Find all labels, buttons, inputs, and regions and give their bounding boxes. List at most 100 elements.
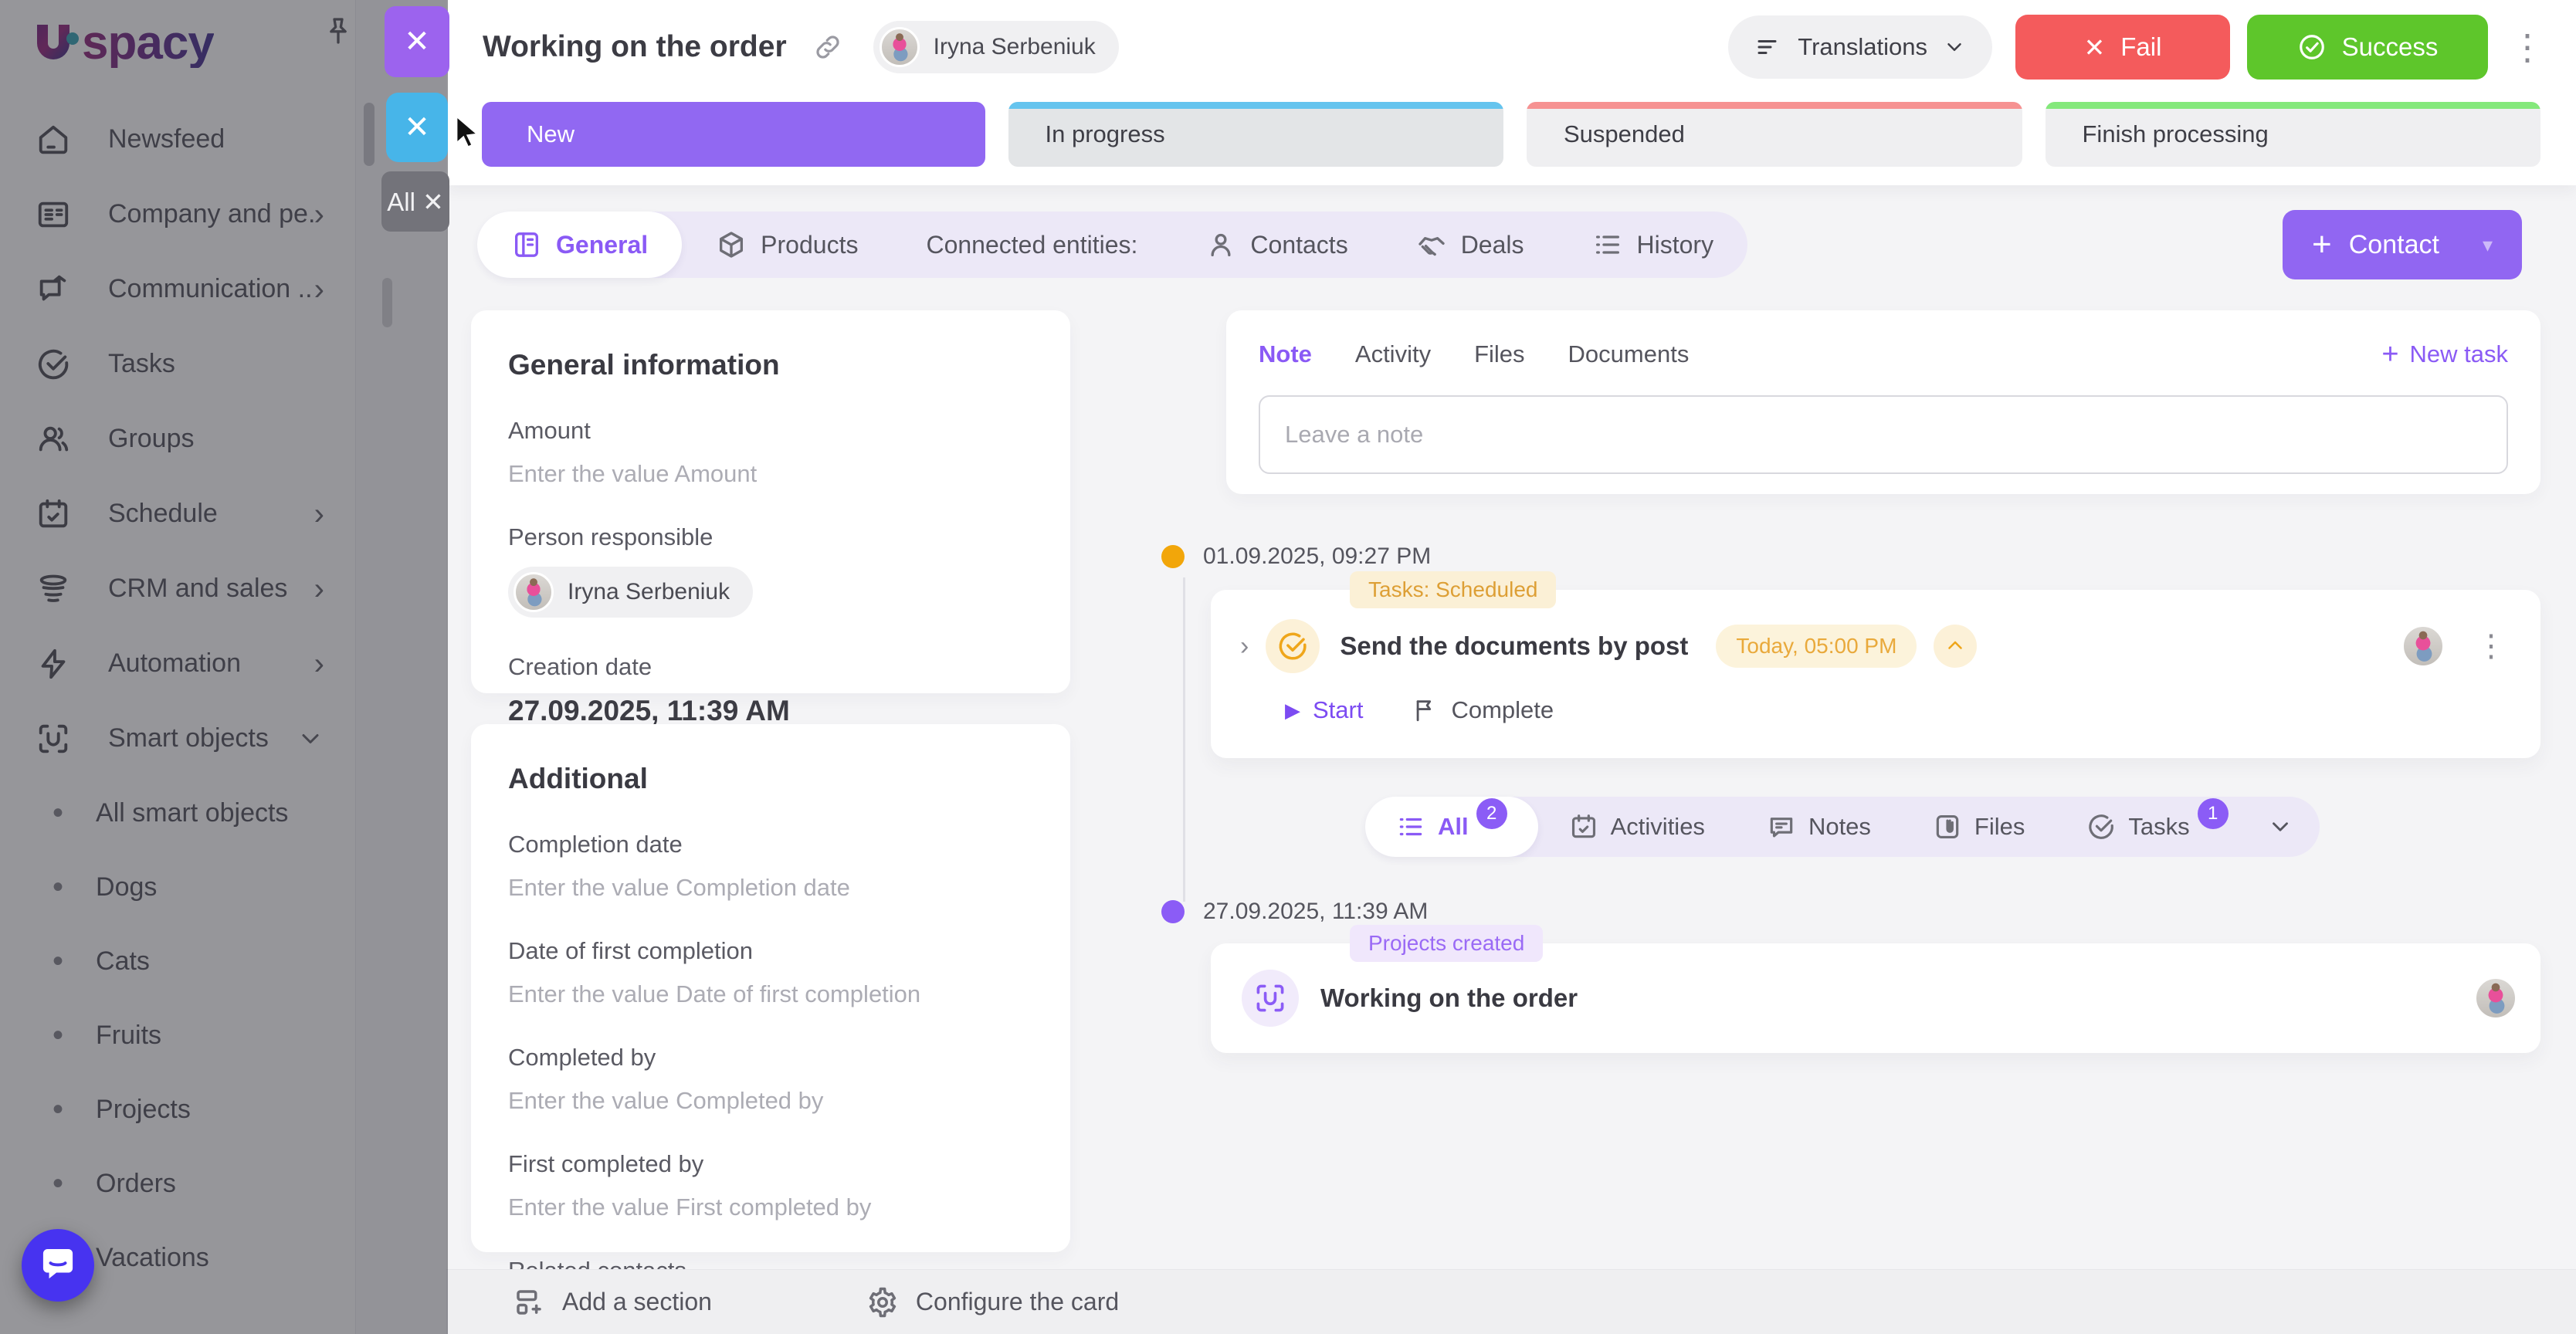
tab-connected-entities[interactable]: Connected entities: [892, 212, 1171, 278]
stage-suspended[interactable]: Suspended [1527, 102, 2022, 167]
success-button[interactable]: Success [2247, 15, 2488, 80]
sidebar-item-orders[interactable]: • Orders [0, 1146, 355, 1221]
filter-files[interactable]: Files [1902, 797, 2056, 857]
assignee-chip[interactable]: Iryna Serbeniuk [873, 21, 1119, 73]
avatar [2474, 977, 2517, 1020]
project-created-card: Projects created Working on the order [1211, 925, 2540, 1053]
uspacy-logo[interactable]: spacy [34, 19, 215, 68]
section-title: General information [508, 349, 780, 381]
tab-documents[interactable]: Documents [1568, 340, 1690, 367]
collapse-chevron-up-icon[interactable] [1934, 625, 1978, 668]
general-information-card: General information Amount Enter the val… [471, 310, 1070, 726]
note-composer-card: Note Activity Files Documents + New task [1226, 310, 2540, 494]
task-timeline-card: Tasks: Scheduled › Send the documents by… [1211, 571, 2540, 758]
tab-note[interactable]: Note [1259, 340, 1312, 367]
timeline-filter-bar: All 2 Activities Notes Files Tasks 1 [1365, 797, 2320, 857]
task-title[interactable]: Send the documents by post [1340, 631, 1689, 660]
all-chip-label: All ✕ [387, 187, 444, 216]
tab-general[interactable]: General [477, 212, 683, 278]
person-responsible-chip[interactable]: Iryna Serbeniuk [508, 567, 754, 618]
translations-label: Translations [1798, 33, 1927, 60]
avatar [514, 572, 554, 612]
sidebar-item-schedule[interactable]: Schedule › [0, 476, 355, 551]
complete-task-button[interactable]: Complete [1412, 696, 1554, 724]
sidebar-item-newsfeed[interactable]: Newsfeed [0, 102, 355, 177]
add-section-button[interactable]: Add a section [513, 1286, 712, 1319]
timeline-entry-header: 27.09.2025, 11:39 AM [1161, 899, 1428, 925]
stage-in-progress[interactable]: In progress [1008, 102, 1503, 167]
close-panel-button-blue[interactable]: ✕ [386, 93, 448, 162]
funnel-stack-icon [36, 571, 71, 607]
configure-card-label: Configure the card [915, 1288, 1120, 1315]
add-contact-button[interactable]: + Contact ▾ [2283, 210, 2522, 279]
tab-products[interactable]: Products [682, 212, 892, 278]
person-responsible-name: Iryna Serbeniuk [568, 579, 730, 604]
filter-all[interactable]: All 2 [1365, 797, 1538, 857]
amount-field[interactable]: Enter the value Amount [508, 460, 758, 487]
sidebar: spacy Newsfeed Company and pe... › Commu… [0, 0, 355, 1334]
sidebar-item-dogs[interactable]: • Dogs [0, 850, 355, 924]
sidebar-item-tasks[interactable]: Tasks [0, 327, 355, 401]
fail-button[interactable]: ✕ Fail [2015, 15, 2230, 80]
project-title[interactable]: Working on the order [1320, 984, 1578, 1012]
all-filter-chip[interactable]: All ✕ [381, 171, 449, 232]
copy-link-icon[interactable] [813, 32, 842, 62]
modal-footer: Add a section Configure the card [446, 1269, 2576, 1334]
translations-dropdown[interactable]: Translations [1728, 15, 1992, 79]
completion-date-field[interactable]: Enter the value Completion date [508, 874, 850, 901]
more-actions-kebab-icon[interactable]: ⋮ [2510, 27, 2545, 67]
start-task-button[interactable]: ▶ Start [1285, 696, 1363, 724]
modal-backdrop[interactable] [0, 0, 448, 1334]
filter-tasks[interactable]: Tasks 1 [2056, 797, 2259, 857]
configure-card-button[interactable]: Configure the card [866, 1286, 1119, 1319]
sidebar-item-all-smart-objects[interactable]: • All smart objects [0, 776, 355, 850]
filter-notes[interactable]: Notes [1736, 797, 1902, 857]
add-section-label: Add a section [562, 1288, 712, 1315]
sidebar-item-crm-and-sales[interactable]: CRM and sales › [0, 551, 355, 626]
filter-label: All [1438, 813, 1469, 840]
caret-down-icon: ▾ [2482, 232, 2493, 256]
stage-new[interactable]: New [482, 102, 985, 167]
success-label: Success [2341, 32, 2439, 61]
close-panel-button-purple[interactable]: ✕ [385, 6, 449, 77]
sidebar-item-fruits[interactable]: • Fruits [0, 998, 355, 1072]
close-icon: ✕ [404, 110, 430, 144]
background-scrollbar[interactable] [382, 278, 392, 327]
sidebar-item-communication[interactable]: Communication ... › [0, 252, 355, 327]
sidebar-item-company-and-people[interactable]: Company and pe... › [0, 177, 355, 252]
background-scrollbar[interactable] [364, 103, 375, 166]
tab-files[interactable]: Files [1474, 340, 1525, 367]
first-completed-by-field[interactable]: Enter the value First completed by [508, 1193, 872, 1221]
filter-activities[interactable]: Activities [1538, 797, 1736, 857]
field-label-completed-by: Completed by [508, 1044, 656, 1071]
support-chat-button[interactable] [22, 1229, 94, 1302]
tab-contacts[interactable]: Contacts [1171, 212, 1381, 278]
handshake-icon [1418, 237, 1445, 256]
badge-label: Tasks: Scheduled [1368, 577, 1538, 601]
sidebar-item-groups[interactable]: Groups [0, 401, 355, 476]
bullet-icon: • [53, 795, 64, 830]
tab-deals[interactable]: Deals [1382, 212, 1558, 278]
general-tab-icon [515, 232, 538, 257]
sidebar-item-cats[interactable]: • Cats [0, 924, 355, 998]
stage-finish-processing[interactable]: Finish processing [2045, 102, 2540, 167]
plus-icon: + [2312, 225, 2332, 263]
completed-by-field[interactable]: Enter the value Completed by [508, 1087, 824, 1114]
tab-activity[interactable]: Activity [1354, 340, 1432, 367]
filter-chevron-down-icon[interactable] [2259, 814, 2320, 840]
close-icon: ✕ [404, 25, 430, 59]
sidebar-item-projects[interactable]: • Projects [0, 1072, 355, 1146]
play-icon: ▶ [1285, 698, 1300, 722]
date-of-first-completion-field[interactable]: Enter the value Date of first completion [508, 980, 921, 1007]
task-kebab-icon[interactable]: ⋮ [2476, 629, 2507, 663]
sidebar-item-automation[interactable]: Automation › [0, 626, 355, 701]
note-input[interactable] [1259, 395, 2508, 474]
expand-chevron-icon[interactable]: › [1240, 631, 1249, 661]
sidebar-item-label: Projects [96, 1094, 191, 1124]
sidebar-item-smart-objects[interactable]: Smart objects [0, 701, 355, 776]
tab-history[interactable]: History [1558, 212, 1748, 278]
new-task-button[interactable]: + New task [2381, 340, 2508, 369]
pin-sidebar-icon[interactable] [323, 15, 354, 46]
task-check-icon[interactable] [1266, 619, 1320, 673]
task-due-pill[interactable]: Today, 05:00 PM [1716, 625, 1917, 668]
